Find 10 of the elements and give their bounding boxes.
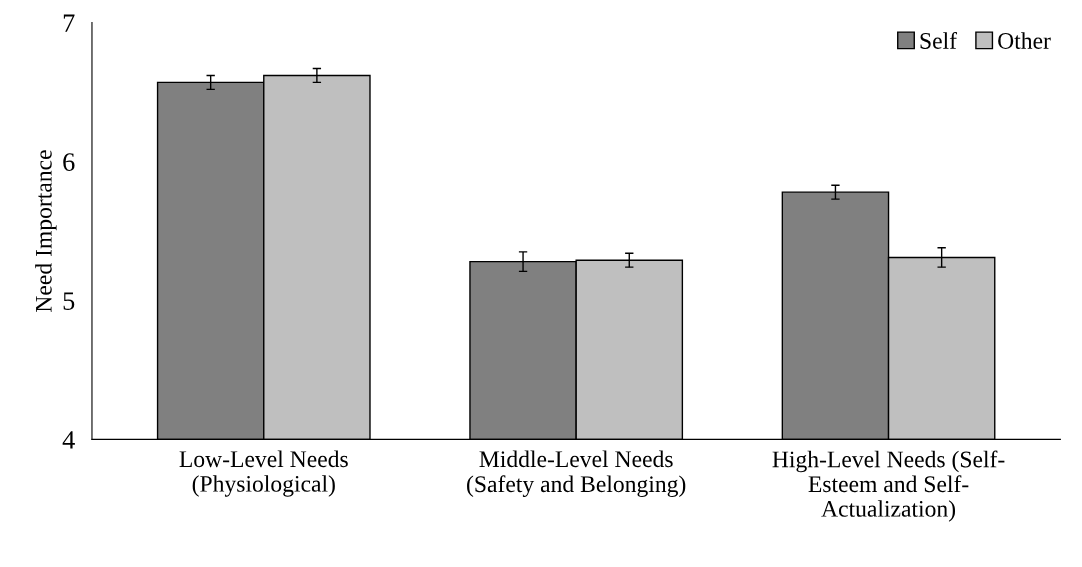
legend-label: Other (998, 32, 1051, 49)
y-tick-label: 7 (63, 14, 75, 32)
y-tick-label: 5 (63, 292, 75, 310)
legend-label: Self (920, 32, 958, 49)
x-tick-label: Low-Level Needs (Physiological) (179, 450, 348, 497)
y-axis-title: Need Importance (35, 150, 57, 312)
x-tick-label: High-Level Needs (Self- Esteem and Self- Actualization) (772, 450, 1005, 522)
y-tick-label: 6 (63, 153, 75, 172)
x-tick-label: Middle-Level Needs (Safety and Belonging) (467, 450, 686, 497)
y-tick-label: 4 (62, 431, 75, 449)
